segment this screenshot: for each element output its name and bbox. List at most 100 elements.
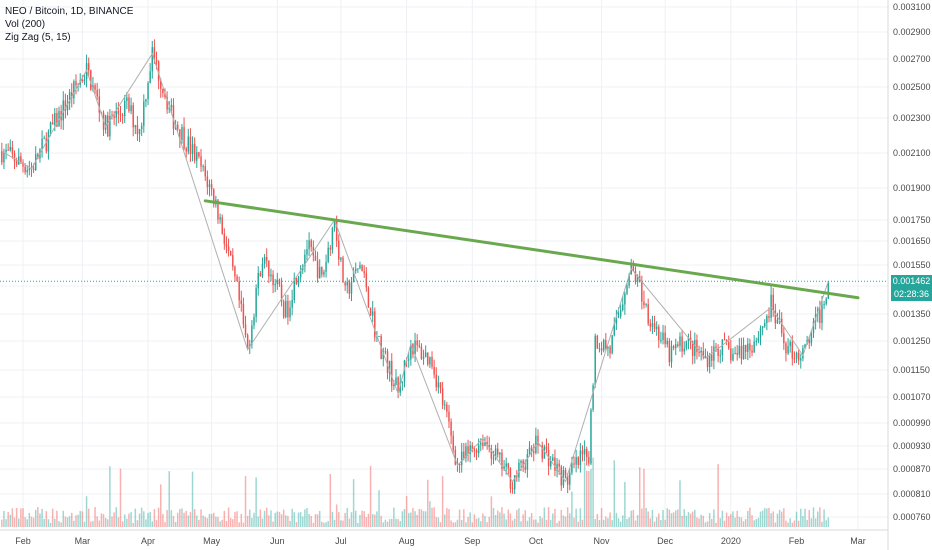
volume-bar xyxy=(463,509,465,527)
volume-bar xyxy=(431,507,433,527)
candle-body xyxy=(698,351,700,353)
time-axis-label: Nov xyxy=(594,536,611,546)
candle-body xyxy=(721,339,724,356)
volume-bar xyxy=(90,521,92,527)
trendline[interactable] xyxy=(203,199,860,300)
volume-bar xyxy=(441,476,444,527)
candle-body xyxy=(24,166,26,173)
candle-body xyxy=(5,149,7,152)
volume-bar xyxy=(700,514,702,527)
candle-body xyxy=(668,340,671,363)
candle-body xyxy=(477,444,480,454)
candle-body xyxy=(694,340,696,356)
chart-legend: NEO / Bitcoin, 1D, BINANCE Vol (200) Zig… xyxy=(5,5,133,44)
candle-body xyxy=(795,352,798,359)
volume-bar xyxy=(261,518,264,527)
candle-body xyxy=(543,446,546,459)
volume-bar xyxy=(128,513,130,527)
zigzag-indicator-label[interactable]: Zig Zag (5, 15) xyxy=(5,32,71,43)
volume-bar xyxy=(285,515,287,527)
volume-bar xyxy=(526,520,529,527)
volume-bar xyxy=(85,496,88,527)
volume-bar xyxy=(638,467,641,527)
candle-body xyxy=(541,445,543,459)
volume-bar xyxy=(225,521,228,527)
volume-bar xyxy=(643,468,645,527)
candle-body xyxy=(160,80,162,89)
candle-body xyxy=(335,221,338,241)
candle-body xyxy=(47,131,50,152)
volume-bar xyxy=(668,509,671,527)
candle-body xyxy=(361,265,363,272)
candle-body xyxy=(37,154,39,159)
volume-bar xyxy=(816,511,819,527)
candle-body xyxy=(410,343,412,360)
volume-bar xyxy=(503,513,505,527)
candle-body xyxy=(475,450,478,454)
candle-body xyxy=(232,255,234,267)
candle-body xyxy=(130,105,132,112)
candle-body xyxy=(768,316,770,318)
candle-body xyxy=(598,348,601,350)
volume-bar xyxy=(98,520,101,527)
volume-bar xyxy=(655,517,658,527)
candle-body xyxy=(344,282,346,286)
volume-bar xyxy=(651,509,654,527)
volume-indicator-label[interactable]: Vol (200) xyxy=(5,19,46,30)
volume-bar xyxy=(588,470,590,527)
volume-bar xyxy=(5,519,7,527)
time-axis[interactable]: Feb Mar Apr May Jun Jul Aug Sep Oct Nov Dec 2020 Feb… xyxy=(0,529,888,546)
candle-body xyxy=(94,85,96,90)
candle-body xyxy=(592,385,594,410)
volume-bar xyxy=(134,508,137,527)
candle-body xyxy=(369,307,372,316)
volume-bar xyxy=(772,511,774,527)
symbol-title[interactable]: NEO / Bitcoin, 1D, BINANCE xyxy=(5,6,134,17)
time-axis-label: Jul xyxy=(335,536,347,546)
grid-lines xyxy=(0,0,888,530)
candle-body xyxy=(212,189,215,205)
candle-body xyxy=(221,217,223,234)
candle-body xyxy=(662,332,664,340)
volume-bar xyxy=(416,514,418,527)
volume-bar xyxy=(783,508,785,527)
candle-body xyxy=(176,124,179,130)
volume-bar xyxy=(454,522,457,527)
candle-body xyxy=(789,341,791,347)
time-axis-label: Aug xyxy=(399,536,415,546)
volume-bar xyxy=(380,515,382,527)
candle-body xyxy=(605,340,607,349)
candle-body xyxy=(460,451,463,466)
volume-bar xyxy=(293,512,296,527)
volume-bar xyxy=(208,513,211,527)
volume-bar xyxy=(609,512,611,527)
volume-bar xyxy=(814,518,817,527)
volume-bar xyxy=(456,519,459,527)
volume-bar xyxy=(227,507,230,527)
volume-bar xyxy=(388,519,391,527)
volume-bar xyxy=(312,522,315,527)
volume-bar xyxy=(378,490,380,527)
volume-bar xyxy=(172,516,175,527)
candle-body xyxy=(20,156,22,163)
volume-bar xyxy=(484,516,486,527)
volume-bar xyxy=(689,513,692,527)
candle-body xyxy=(759,327,762,338)
candle-body xyxy=(441,388,444,405)
volume-bar xyxy=(60,522,62,527)
candle-body xyxy=(683,348,685,352)
candle-body xyxy=(704,356,707,358)
candle-body xyxy=(516,475,518,478)
price-axis[interactable]: 0.003100 0.002900 0.002700 0.002500 0.002300… xyxy=(887,0,931,550)
volume-bar xyxy=(776,513,779,527)
candle-body xyxy=(391,360,393,387)
volume-bar xyxy=(469,512,471,527)
candle-body xyxy=(634,271,637,282)
volume-bar xyxy=(672,512,675,527)
volume-bar xyxy=(702,515,705,527)
volume-bar xyxy=(645,507,647,527)
volume-bar xyxy=(149,511,151,527)
candle-body xyxy=(736,353,738,355)
candle-body xyxy=(293,278,296,301)
